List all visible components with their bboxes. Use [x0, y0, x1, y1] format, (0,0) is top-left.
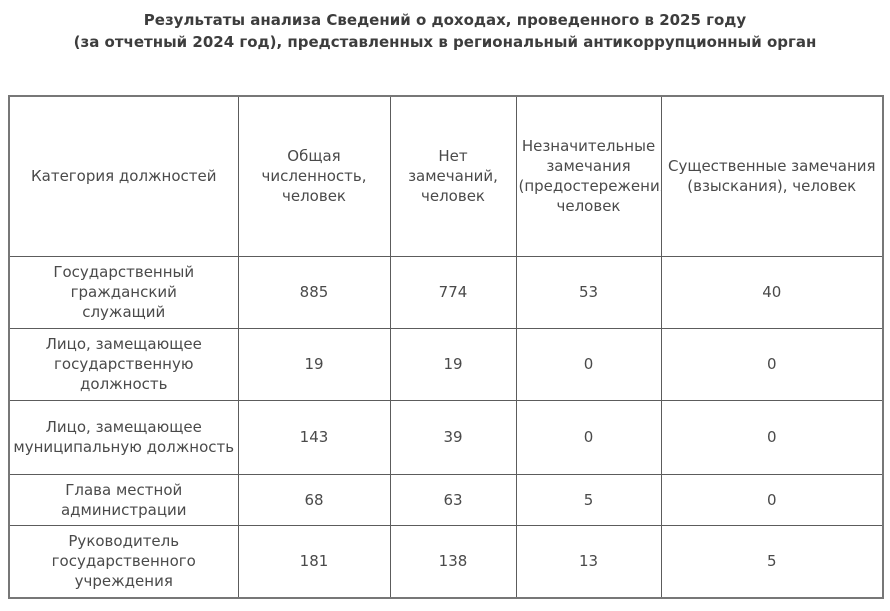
header-cell-no-remarks: Нет замечаний, человек: [389, 95, 517, 257]
results-table: Категория должностей Общая численность, …: [8, 95, 884, 599]
minor-remarks-cell: 0: [515, 399, 662, 475]
page-title-line-1: Результаты анализа Сведений о доходах, п…: [143, 11, 747, 29]
header-cell-category: Категория должностей: [8, 95, 239, 257]
header-row: Категория должностей Общая численность, …: [8, 95, 884, 257]
category-cell: Лицо, замещающее государственную должнос…: [8, 327, 239, 401]
major-remarks-cell: 0: [660, 473, 884, 526]
table-row: Лицо, замещающее государственную должнос…: [8, 327, 884, 401]
no-remarks-cell: 39: [389, 399, 517, 475]
total-cell: 68: [237, 473, 391, 526]
major-remarks-cell: 0: [660, 399, 884, 475]
header-cell-major-remarks: Существенные замечания (взыскания), чело…: [660, 95, 884, 257]
no-remarks-cell: 138: [389, 524, 517, 599]
total-cell: 143: [237, 399, 391, 475]
no-remarks-cell: 63: [389, 473, 517, 526]
no-remarks-cell: 19: [389, 327, 517, 401]
total-cell: 181: [237, 524, 391, 599]
minor-remarks-cell: 53: [515, 255, 662, 329]
header-cell-minor-remarks: Незначительные замечания (предостережени…: [515, 95, 662, 257]
category-cell: Лицо, замещающее муниципальную должность: [8, 399, 239, 475]
minor-remarks-cell: 5: [515, 473, 662, 526]
category-cell: Государственный гражданский служащий: [8, 255, 239, 329]
page-title: Результаты анализа Сведений о доходах, п…: [0, 0, 890, 53]
minor-remarks-cell: 0: [515, 327, 662, 401]
total-cell: 19: [237, 327, 391, 401]
category-cell: Глава местной администрации: [8, 473, 239, 526]
minor-remarks-cell: 13: [515, 524, 662, 599]
header-cell-total: Общая численность, человек: [237, 95, 391, 257]
table-row: Глава местной администрации 68 63 5 0: [8, 473, 884, 526]
page-title-line-2: (за отчетный 2024 год), представленных в…: [73, 33, 817, 51]
major-remarks-cell: 0: [660, 327, 884, 401]
table-row: Руководитель государственного учреждения…: [8, 524, 884, 599]
table-row: Государственный гражданский служащий 885…: [8, 255, 884, 329]
total-cell: 885: [237, 255, 391, 329]
table-row: Лицо, замещающее муниципальную должность…: [8, 399, 884, 475]
no-remarks-cell: 774: [389, 255, 517, 329]
major-remarks-cell: 40: [660, 255, 884, 329]
category-cell: Руководитель государственного учреждения: [8, 524, 239, 599]
major-remarks-cell: 5: [660, 524, 884, 599]
